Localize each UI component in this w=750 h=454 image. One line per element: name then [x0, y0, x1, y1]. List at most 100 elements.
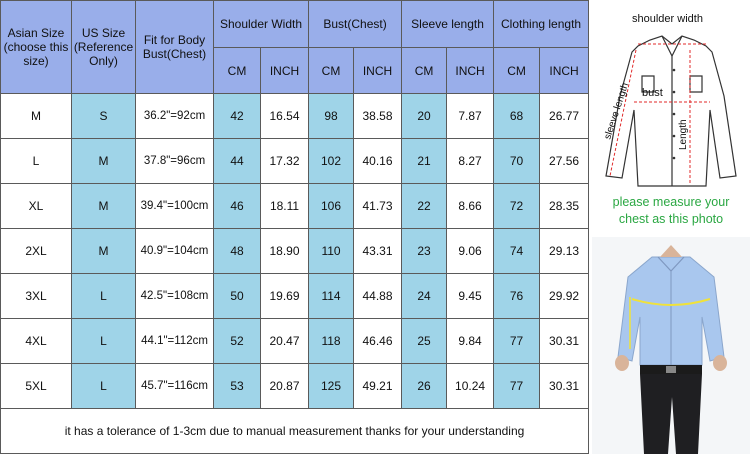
us-size-cell: M — [71, 228, 136, 274]
fit-bust-cell: 44.1"=112cm — [135, 318, 214, 364]
header-clothing-length: Clothing length — [493, 0, 590, 48]
header-unit-cm: CM — [493, 47, 541, 94]
shoulder-inch-cell: 20.47 — [259, 318, 310, 364]
header-us-size: US Size (Reference Only) — [71, 0, 136, 94]
shoulder-inch-cell: 19.69 — [259, 273, 310, 319]
shoulder-cm-cell: 53 — [213, 363, 261, 409]
sleeve-cm-cell: 21 — [401, 138, 448, 184]
header-row-1: Asian Size (choose this size) US Size (R… — [0, 0, 590, 94]
clothing-cm-cell: 74 — [493, 228, 541, 274]
header-bust: Bust(Chest) — [308, 0, 403, 48]
bust-inch-cell: 40.16 — [353, 138, 403, 184]
bust-cm-cell: 106 — [308, 183, 355, 229]
header-row-2: CM INCH CM INCH CM INCH CM INCH — [1, 47, 590, 94]
bust-cm-cell: 118 — [308, 318, 355, 364]
shoulder-cm-cell: 52 — [213, 318, 261, 364]
size-chart-table: Asian Size (choose this size) US Size (R… — [0, 0, 590, 454]
asian-size-cell: 2XL — [0, 228, 72, 274]
clothing-inch-cell: 27.56 — [539, 138, 590, 184]
sleeve-cm-cell: 24 — [401, 273, 448, 319]
shoulder-width-label: shoulder width — [632, 13, 703, 25]
bust-cm-cell: 125 — [308, 363, 355, 409]
header-fit-bust: Fit for Body Bust(Chest) — [135, 0, 214, 94]
sleeve-length-label: sleeve length — [602, 81, 631, 140]
sleeve-inch-cell: 9.06 — [446, 228, 495, 274]
fit-bust-cell: 45.7"=116cm — [135, 363, 214, 409]
sleeve-cm-cell: 20 — [401, 93, 448, 139]
bust-inch-cell: 44.88 — [353, 273, 403, 319]
bust-inch-cell: 43.31 — [353, 228, 403, 274]
clothing-cm-cell: 72 — [493, 183, 541, 229]
shoulder-cm-cell: 50 — [213, 273, 261, 319]
table-row: 3XL L 42.5"=108cm 50 19.69 114 44.88 24 … — [0, 273, 590, 319]
asian-size-cell: M — [0, 93, 72, 139]
fit-bust-cell: 40.9"=104cm — [135, 228, 214, 274]
table-row: L M 37.8"=96cm 44 17.32 102 40.16 21 8.2… — [0, 138, 590, 184]
bust-inch-cell: 41.73 — [353, 183, 403, 229]
clothing-inch-cell: 29.13 — [539, 228, 590, 274]
sleeve-cm-cell: 23 — [401, 228, 448, 274]
us-size-cell: L — [71, 318, 136, 364]
tolerance-note: it has a tolerance of 1-3cm due to manua… — [0, 408, 590, 454]
bust-inch-cell: 46.46 — [353, 318, 403, 364]
measuring-model-photo — [592, 237, 750, 454]
header-sleeve-length: Sleeve length — [401, 0, 495, 48]
asian-size-cell: 5XL — [0, 363, 72, 409]
table-row: 4XL L 44.1"=112cm 52 20.47 118 46.46 25 … — [0, 318, 590, 364]
shoulder-inch-cell: 18.90 — [259, 228, 310, 274]
clothing-cm-cell: 68 — [493, 93, 541, 139]
fit-bust-cell: 39.4"=100cm — [135, 183, 214, 229]
bust-cm-cell: 98 — [308, 93, 355, 139]
sleeve-inch-cell: 7.87 — [446, 93, 495, 139]
sleeve-inch-cell: 8.66 — [446, 183, 495, 229]
shoulder-cm-cell: 44 — [213, 138, 261, 184]
clothing-cm-cell: 77 — [493, 318, 541, 364]
header-unit-cm: CM — [213, 47, 261, 94]
us-size-cell: M — [71, 183, 136, 229]
length-label: Length — [678, 119, 689, 150]
us-size-cell: S — [71, 93, 136, 139]
asian-size-cell: XL — [0, 183, 72, 229]
sleeve-inch-cell: 10.24 — [446, 363, 495, 409]
sleeve-cm-cell: 22 — [401, 183, 448, 229]
shirt-measure-diagram: shoulder width sleeve length bust Length — [602, 13, 737, 187]
clothing-inch-cell: 28.35 — [539, 183, 590, 229]
shoulder-inch-cell: 20.87 — [259, 363, 310, 409]
clothing-cm-cell: 77 — [493, 363, 541, 409]
us-size-cell: M — [71, 138, 136, 184]
header-asian-size: Asian Size (choose this size) — [0, 0, 72, 94]
shoulder-cm-cell: 46 — [213, 183, 261, 229]
asian-size-cell: L — [0, 138, 72, 184]
shoulder-cm-cell: 42 — [213, 93, 261, 139]
table-row: 5XL L 45.7"=116cm 53 20.87 125 49.21 26 … — [0, 363, 590, 409]
button-dots-icon — [672, 68, 676, 160]
header-unit-cm: CM — [308, 47, 355, 94]
fit-bust-cell: 37.8"=96cm — [135, 138, 214, 184]
clothing-inch-cell: 30.31 — [539, 318, 590, 364]
header-unit-inch: INCH — [446, 47, 495, 94]
table-row: 2XL M 40.9"=104cm 48 18.90 110 43.31 23 … — [0, 228, 590, 274]
fit-bust-cell: 36.2"=92cm — [135, 93, 214, 139]
clothing-inch-cell: 29.92 — [539, 273, 590, 319]
measure-instruction-line-2: chest as this photo — [618, 212, 724, 226]
shoulder-inch-cell: 18.11 — [259, 183, 310, 229]
measure-guide-panel: shoulder width sleeve length bust Length… — [592, 0, 750, 454]
header-shoulder-width: Shoulder Width — [212, 0, 310, 48]
bust-cm-cell: 114 — [308, 273, 355, 319]
bust-inch-cell: 49.21 — [353, 363, 403, 409]
sleeve-inch-cell: 9.45 — [446, 273, 495, 319]
measure-instruction-line-1: please measure your — [612, 195, 730, 209]
header-unit-cm: CM — [401, 47, 448, 94]
table-row: M S 36.2"=92cm 42 16.54 98 38.58 20 7.87… — [0, 93, 590, 139]
header-unit-inch: INCH — [259, 47, 310, 94]
asian-size-cell: 3XL — [0, 273, 72, 319]
clothing-inch-cell: 26.77 — [539, 93, 590, 139]
bust-label: bust — [642, 87, 663, 99]
shoulder-cm-cell: 48 — [213, 228, 261, 274]
table-row: XL M 39.4"=100cm 46 18.11 106 41.73 22 8… — [0, 183, 590, 229]
bust-cm-cell: 102 — [308, 138, 355, 184]
header-unit-inch: INCH — [539, 47, 590, 94]
measure-instruction: please measure your chest as this photo — [592, 194, 750, 228]
us-size-cell: L — [71, 363, 136, 409]
sleeve-inch-cell: 8.27 — [446, 138, 495, 184]
